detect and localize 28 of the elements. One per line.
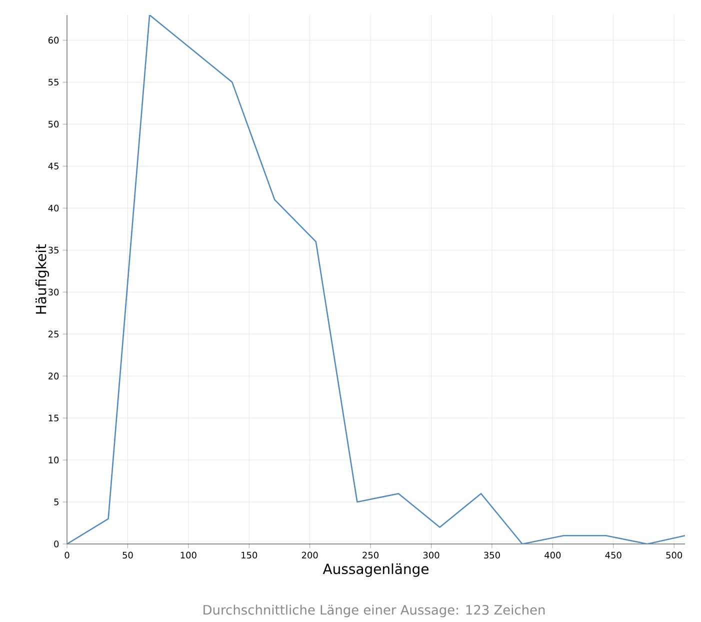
y-tick-label: 35 — [48, 246, 58, 254]
y-tick-label: 15 — [48, 414, 58, 422]
x-tick-label: 200 — [302, 552, 318, 559]
y-tick-label: 30 — [48, 288, 59, 296]
x-tick-label: 450 — [605, 552, 622, 559]
x-tick-label: 100 — [180, 552, 196, 559]
x-tick-label: 500 — [666, 552, 682, 559]
x-tick-label: 150 — [242, 552, 258, 559]
y-tick-label: 55 — [48, 78, 58, 86]
x-tick-label: 50 — [122, 552, 133, 559]
x-tick-label: 400 — [544, 552, 561, 559]
y-axis-title: Häufigkeit — [35, 244, 49, 314]
x-tick-label: 350 — [484, 552, 500, 559]
line-series — [67, 14, 686, 544]
x-axis-title: Aussagenlänge — [322, 563, 429, 577]
y-tick-label: 5 — [54, 498, 58, 506]
y-tick-label: 40 — [48, 204, 59, 212]
y-tick-label: 45 — [48, 162, 58, 170]
y-tick-label: 20 — [48, 372, 59, 380]
y-tick-label: 25 — [48, 330, 58, 338]
y-tick-label: 60 — [48, 36, 59, 44]
x-tick-label: 0 — [64, 552, 70, 559]
y-tick-label: 0 — [54, 540, 59, 548]
x-tick-label: 300 — [423, 552, 440, 559]
text: Durchschnittliche Länge einer Aussage: 123 Zeichen — [204, 604, 545, 618]
x-tick-label: 250 — [362, 552, 379, 559]
y-tick-label: 50 — [48, 120, 59, 128]
y-tick-label: 10 — [48, 456, 59, 464]
